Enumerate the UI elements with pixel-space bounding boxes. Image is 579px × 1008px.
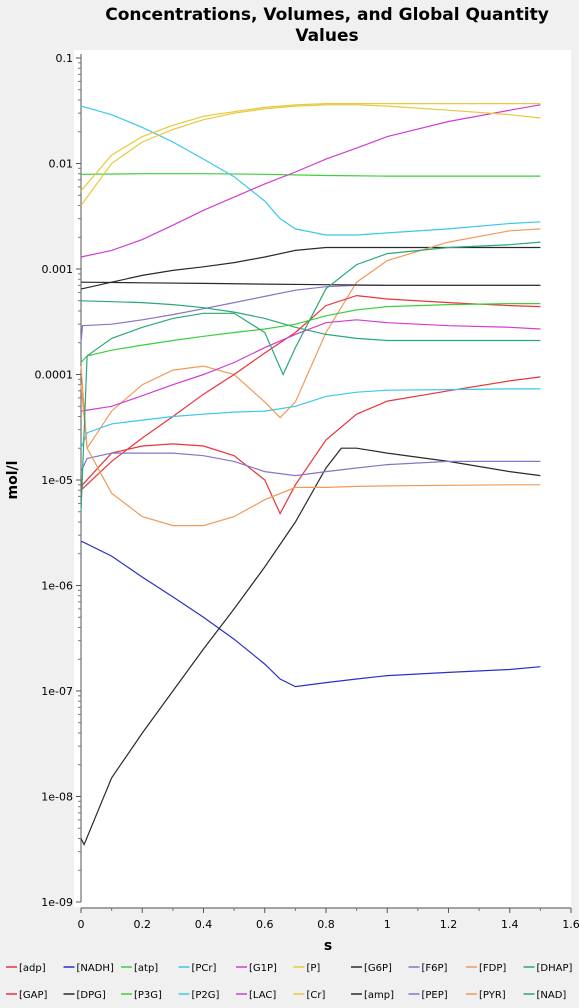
y-tick-label: 1e-08 xyxy=(41,791,73,804)
x-axis-label: s xyxy=(324,938,332,954)
x-tick-label: 0 xyxy=(78,918,85,931)
y-tick-label: 0.0001 xyxy=(35,369,74,382)
x-tick-label: 1.4 xyxy=(501,918,519,931)
y-axis-label: mol/l xyxy=(5,461,21,500)
series-line-lac xyxy=(80,319,541,412)
chart-title-line-1: Concentrations, Volumes, and Global Quan… xyxy=(105,5,549,25)
legend-label-dpg: [DPG] xyxy=(77,990,106,1001)
x-tick-label: 1 xyxy=(384,918,391,931)
plot-area xyxy=(74,50,571,907)
series-line-pyr xyxy=(80,384,541,527)
series-line-p2g xyxy=(80,388,541,449)
series-line-g6p xyxy=(81,246,541,290)
series-line-gap xyxy=(80,294,541,491)
legend-label-gap: [GAP] xyxy=(19,990,48,1001)
legend-label-lac: [LAC] xyxy=(249,990,276,1001)
legend-label-adp: [adp] xyxy=(19,963,46,974)
y-tick-label: 0.001 xyxy=(42,263,74,276)
x-tick-label: 1.6 xyxy=(562,918,579,931)
legend-label-nadh: [NADH] xyxy=(77,963,114,974)
series-line-dpg xyxy=(80,447,541,847)
y-tick-label: 0.1 xyxy=(56,52,74,65)
legend-label-dhap: [DHAP] xyxy=(537,963,573,974)
y-tick-label: 0.01 xyxy=(49,158,74,171)
legend-label-cr: [Cr] xyxy=(307,990,326,1001)
series-line-g1p xyxy=(80,104,541,258)
x-tick-label: 0.6 xyxy=(256,918,274,931)
legend-label-pcr: [PCr] xyxy=(192,963,217,974)
legend-label-p: [P] xyxy=(307,963,321,974)
series-line-p3g xyxy=(80,303,541,363)
y-tick-label: 1e-07 xyxy=(41,685,73,698)
x-tick-label: 1.2 xyxy=(440,918,458,931)
legend-label-p3g: [P3G] xyxy=(134,990,162,1001)
legend: [adp] [NADH] [atp] [PCr] [G1P] [P] [G6P] [F6P] [… xyxy=(6,963,572,1001)
x-tick-label: 0.2 xyxy=(134,918,152,931)
legend-label-p2g: [P2G] xyxy=(192,990,220,1001)
legend-label-pep: [PEP] xyxy=(422,990,448,1001)
series-line-cr xyxy=(80,103,541,192)
legend-label-pyr: [PYR] xyxy=(479,990,506,1001)
series-line-pep xyxy=(80,452,541,477)
series-line-atp xyxy=(80,173,541,177)
legend-label-amp: [amp] xyxy=(364,990,394,1001)
series-layer xyxy=(80,103,541,847)
legend-label-g1p: [G1P] xyxy=(249,963,277,974)
y-tick-label: 1e-06 xyxy=(41,580,73,593)
series-line-dhap xyxy=(80,300,541,342)
legend-label-fdp: [FDP] xyxy=(479,963,506,974)
legend-label-f6p: [F6P] xyxy=(422,963,448,974)
x-tick-label: 0.8 xyxy=(317,918,335,931)
legend-label-nad: [NAD] xyxy=(537,990,567,1001)
legend-label-g6p: [G6P] xyxy=(364,963,392,974)
y-tick-label: 1e-05 xyxy=(41,474,73,487)
x-tick-label: 0.4 xyxy=(195,918,213,931)
series-line-amp xyxy=(80,281,541,286)
axes: 1e-09 1e-08 1e-07 1e-06 1e-05 0.0001 0.001 0.01… xyxy=(35,52,579,931)
series-line-nadh xyxy=(81,541,541,688)
legend-label-atp: [atp] xyxy=(134,963,158,974)
y-tick-label: 1e-09 xyxy=(41,896,73,909)
series-line-nad xyxy=(80,241,541,512)
chart-title-line-2: Values xyxy=(295,26,358,46)
series-line-p xyxy=(80,104,541,206)
